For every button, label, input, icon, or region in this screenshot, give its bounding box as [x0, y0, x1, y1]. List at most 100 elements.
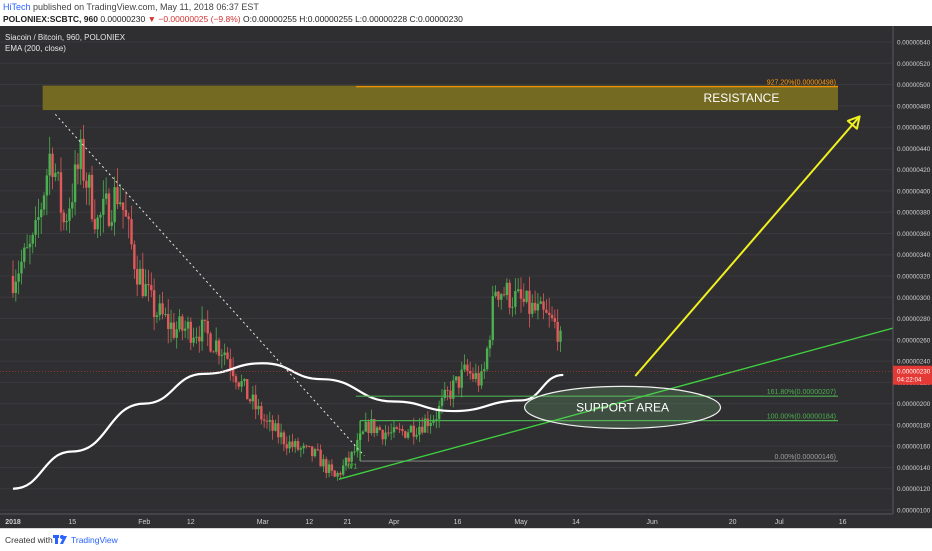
y-tick-label: 0.00000260 [897, 337, 931, 344]
series-title: Siacoin / Bitcoin, 960, POLONIEX [5, 33, 126, 42]
candle-body [415, 434, 418, 437]
candle-body [373, 419, 376, 433]
candle-body [299, 448, 303, 450]
candle-body [548, 312, 551, 315]
candle-body [545, 309, 548, 313]
candle-body [443, 389, 446, 399]
candle-body [254, 394, 257, 410]
candle-body [195, 336, 198, 338]
candle-body [54, 172, 57, 177]
candle-body [172, 322, 176, 338]
candle-body [212, 351, 215, 353]
x-tick-label: 2018 [5, 519, 21, 526]
y-tick-label: 0.00000480 [897, 103, 931, 110]
candle-body [556, 321, 559, 342]
candle-body [42, 195, 46, 210]
candle-body [127, 216, 130, 220]
y-tick-label: 0.00000280 [897, 316, 931, 323]
candle-body [516, 289, 520, 292]
candle-body [192, 337, 195, 343]
candle-body [274, 423, 277, 431]
candle-body [130, 219, 133, 245]
candle-body [56, 172, 60, 174]
candle-body [133, 244, 136, 270]
candle-body [500, 294, 503, 300]
price-axis-bg [893, 26, 932, 528]
candle-body [536, 303, 540, 311]
y-tick-label: 0.00000120 [897, 486, 931, 493]
candle-body [519, 289, 523, 299]
support-area-label: SUPPORT AREA [576, 400, 669, 414]
author-name[interactable]: HiTech [3, 2, 31, 12]
candle-body [251, 394, 255, 402]
y-tick-label: 0.00000540 [897, 40, 931, 47]
candle-body [302, 445, 305, 449]
candle-body [449, 390, 452, 399]
candle-body [87, 174, 91, 188]
candle-body [361, 431, 365, 434]
y-tick-label: 0.00000360 [897, 231, 931, 238]
candle-body [437, 405, 441, 420]
candle-body [406, 432, 410, 438]
candle-body [502, 294, 506, 296]
candle-body [167, 314, 170, 330]
candle-body [480, 371, 483, 386]
y-tick-label: 0.00000520 [897, 61, 931, 68]
candle-body [282, 432, 286, 445]
candle-body [262, 419, 266, 421]
candle-body [141, 268, 145, 297]
fib-level-label: 0.00%(0.00000146) [775, 454, 837, 461]
candle-body [435, 419, 438, 421]
candle-body [198, 336, 201, 342]
candle-body [333, 470, 336, 477]
candle-body [277, 423, 280, 438]
candle-body [344, 457, 348, 466]
candle-body [119, 202, 122, 205]
candle-body [404, 431, 407, 438]
candle-body [471, 373, 475, 379]
last-value: 0.00000230 [100, 14, 146, 24]
candle-body [477, 373, 480, 386]
y-tick-label: 0.00000300 [897, 295, 931, 302]
candle-body [135, 269, 139, 285]
x-tick-label: 16 [839, 519, 847, 526]
candle-body [178, 316, 181, 330]
candle-body [494, 291, 497, 297]
candle-body [483, 369, 486, 372]
candle-body [102, 198, 105, 215]
open-value: O:0.00000255 [243, 14, 297, 24]
candle-body [330, 464, 334, 471]
candle-body [113, 187, 116, 223]
candle-body [82, 138, 85, 181]
y-tick-label: 0.00000420 [897, 167, 931, 174]
candle-body [37, 217, 40, 221]
candle-body [51, 153, 54, 177]
candle-body [138, 268, 142, 285]
candle-body [99, 214, 102, 218]
candle-body [339, 472, 342, 475]
tradingview-brand[interactable]: TradingView [71, 535, 118, 545]
candle-body [381, 429, 384, 440]
y-tick-label: 0.00000340 [897, 252, 931, 259]
candle-body [460, 369, 463, 388]
candle-body [237, 382, 240, 387]
candle-body [553, 318, 557, 322]
candle-body [367, 421, 370, 434]
x-tick-label: Apr [389, 519, 401, 526]
candle-body [463, 364, 466, 370]
candle-body [533, 302, 537, 311]
x-tick-label: Feb [138, 519, 150, 526]
candle-body [246, 379, 249, 400]
x-tick-label: 14 [572, 519, 580, 526]
candle-body [175, 329, 178, 338]
candle-body [181, 316, 184, 331]
price-chart[interactable]: 927.20%(0.00000498) 161.80%(0.00000207) 10… [0, 26, 932, 528]
time-axis-bg [0, 514, 932, 528]
last-price-tag [893, 365, 932, 385]
candle-body [155, 315, 159, 318]
candle-body [491, 296, 494, 340]
candle-body [421, 426, 424, 433]
chart-panel[interactable]: 927.20%(0.00000498) 161.80%(0.00000207) 10… [0, 26, 932, 528]
candle-body [288, 441, 291, 449]
y-tick-label: 0.00000160 [897, 444, 931, 451]
